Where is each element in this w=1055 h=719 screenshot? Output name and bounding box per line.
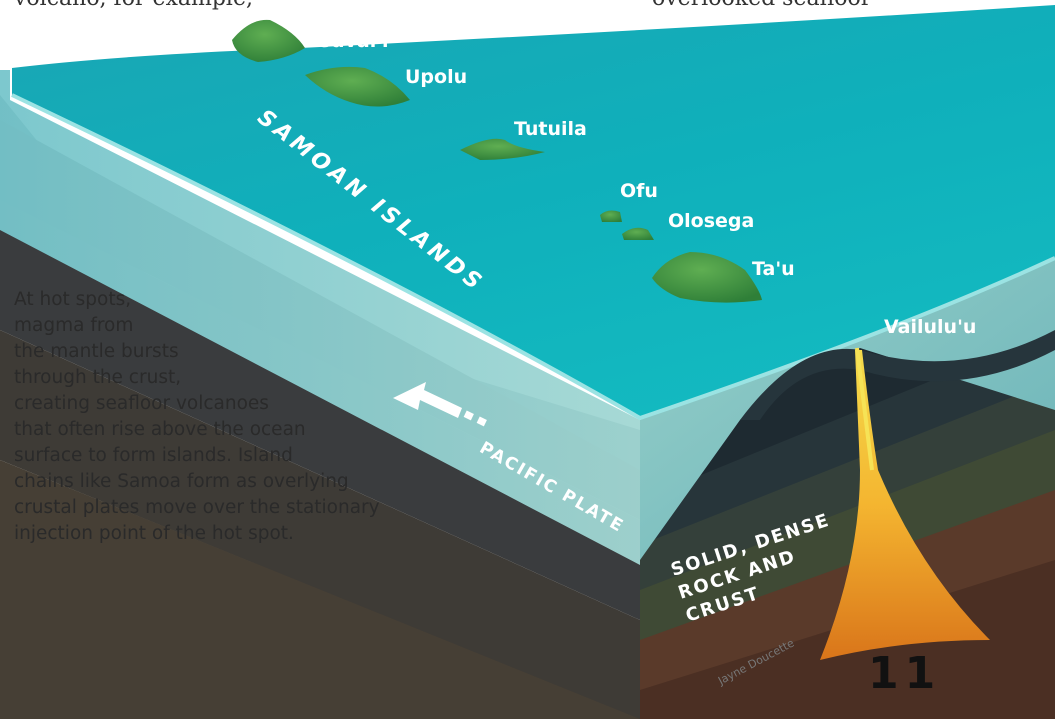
volcano-label-vailuluu: Vailulu'u — [884, 316, 977, 338]
islands-group — [232, 19, 762, 303]
island-label-savaii: Savai'i — [318, 30, 389, 52]
island-tau-shape — [652, 252, 762, 303]
seafloor-ridge — [740, 330, 1055, 420]
caption-line: through the crust, — [14, 367, 182, 388]
caption: At hot spots, magma from the mantle burs… — [14, 287, 394, 547]
island-label-upolu: Upolu — [405, 66, 468, 88]
ocean-front-face — [640, 255, 1055, 560]
island-label-olosega: Olosega — [668, 210, 755, 232]
top-right-text-fragment: overlooked seafloor — [652, 0, 871, 11]
island-label-tutuila: Tutuila — [514, 118, 587, 140]
top-left-text-fragment: volcano, for example, — [14, 0, 253, 11]
island-ofu-shape — [600, 210, 622, 222]
page-number: 11 — [868, 648, 942, 699]
island-label-tau: Ta'u — [752, 258, 795, 280]
ocean-rim — [11, 93, 1055, 421]
island-tutuila-shape — [460, 138, 545, 160]
island-upolu-shape — [305, 66, 410, 107]
magma-conduit — [855, 347, 874, 471]
caption-line: surface to form islands. Island — [14, 445, 293, 466]
ocean-surface — [12, 5, 1055, 418]
island-savaii-shape — [232, 19, 305, 62]
caption-line: the mantle bursts — [14, 341, 179, 362]
plate-motion-arrow — [393, 382, 487, 427]
magma-plume — [820, 350, 990, 660]
caption-line: crustal plates move over the stationary — [14, 497, 380, 518]
island-label-ofu: Ofu — [620, 180, 658, 202]
caption-line: that often rise above the ocean — [14, 419, 306, 440]
island-olosega-shape — [622, 227, 654, 240]
caption-line: chains like Samoa form as overlying — [14, 471, 349, 492]
caption-line: injection point of the hot spot. — [14, 523, 294, 544]
caption-line: magma from — [14, 315, 134, 336]
ocean-left-face — [0, 70, 640, 565]
caption-line: creating seafloor volcanoes — [14, 393, 269, 414]
caption-line: At hot spots, — [14, 289, 132, 310]
